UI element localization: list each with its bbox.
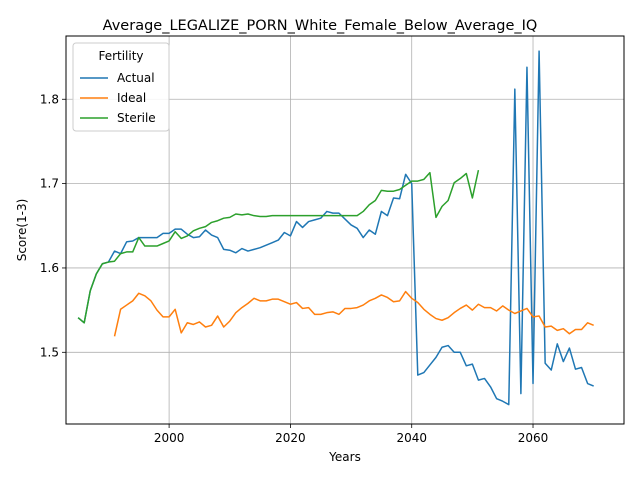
series-line-sterile <box>77 169 480 324</box>
legend-label-ideal: Ideal <box>117 91 146 105</box>
y-tick-label: 1.5 <box>40 345 59 359</box>
x-axis-ticks: 2000 2020 2040 2060 <box>154 424 548 445</box>
plot-frame <box>65 35 625 425</box>
x-tick-label: 2060 <box>518 431 549 445</box>
x-tick-label: 2020 <box>275 431 306 445</box>
y-axis-label: Score(1-3) <box>15 199 29 262</box>
x-tick-label: 2000 <box>154 431 185 445</box>
legend-box <box>72 42 170 132</box>
y-tick-label: 1.6 <box>40 261 59 275</box>
legend-label-actual: Actual <box>117 71 155 85</box>
y-axis-ticks: 1.5 1.6 1.7 1.8 <box>40 92 66 359</box>
legend-title: Fertility <box>98 49 143 63</box>
chart-title: Average_LEGALIZE_PORN_White_Female_Below… <box>103 18 538 34</box>
legend-entries: Actual Ideal Sterile <box>80 71 156 125</box>
series-lines <box>77 50 594 406</box>
x-tick-label: 2040 <box>396 431 427 445</box>
y-tick-label: 1.7 <box>40 177 59 191</box>
legend-label-sterile: Sterile <box>117 111 156 125</box>
y-tick-label: 1.8 <box>40 92 59 106</box>
series-line-actual <box>77 50 594 406</box>
x-axis-label: Years <box>328 450 361 464</box>
legend: Fertility Actual Ideal Sterile <box>72 42 170 132</box>
series-line-ideal <box>113 290 594 337</box>
